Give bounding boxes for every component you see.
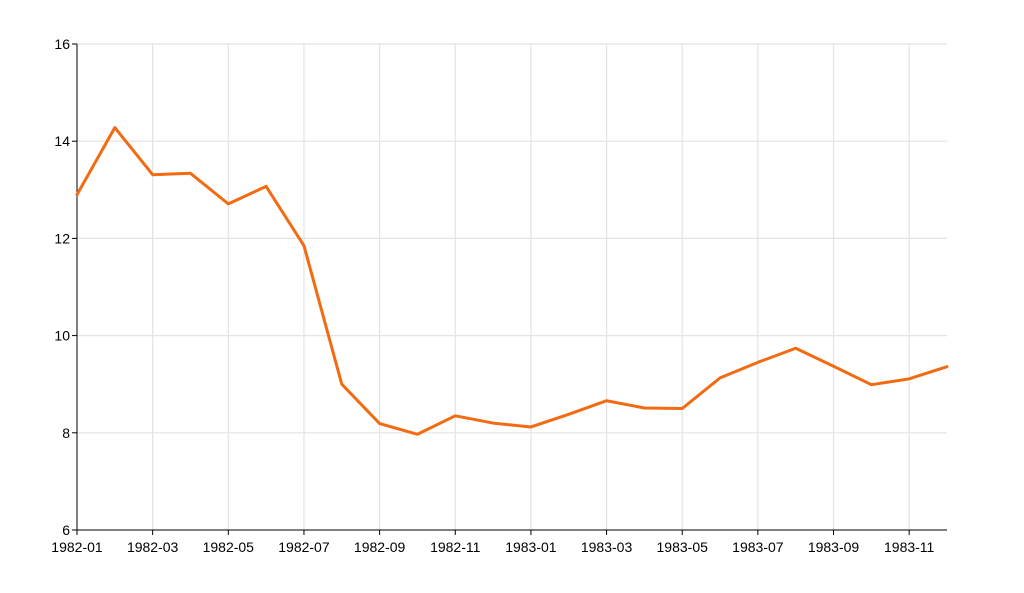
x-tick-label: 1983-07: [732, 539, 784, 555]
ticks: 6 8 10 12 14 16 1982-01 1982-03 1982-05 1982-07 19…: [51, 36, 934, 555]
x-tick-label: 1983-03: [581, 539, 633, 555]
x-tick-label: 1982-07: [278, 539, 330, 555]
series-layer: [75, 126, 949, 436]
y-tick-label: 16: [54, 36, 70, 52]
x-tick-label: 1982-01: [51, 539, 103, 555]
x-tick-label: 1983-05: [657, 539, 709, 555]
axes: [76, 44, 947, 531]
y-tick-label: 12: [54, 230, 70, 246]
x-tick-label: 1982-03: [127, 539, 179, 555]
x-tick-label: 1982-11: [430, 539, 481, 555]
x-tick-label: 1983-11: [884, 539, 935, 555]
x-tick-label: 1983-09: [808, 539, 860, 555]
y-tick-label: 10: [54, 328, 70, 344]
x-tick-label: 1983-01: [505, 539, 557, 555]
x-tick-label: 1982-05: [203, 539, 255, 555]
y-tick-label: 14: [54, 133, 70, 149]
grid: [77, 43, 947, 530]
x-tick-label: 1982-09: [354, 539, 406, 555]
y-tick-label: 6: [62, 522, 70, 538]
series-line: [75, 126, 949, 436]
y-tick-label: 8: [62, 425, 70, 441]
